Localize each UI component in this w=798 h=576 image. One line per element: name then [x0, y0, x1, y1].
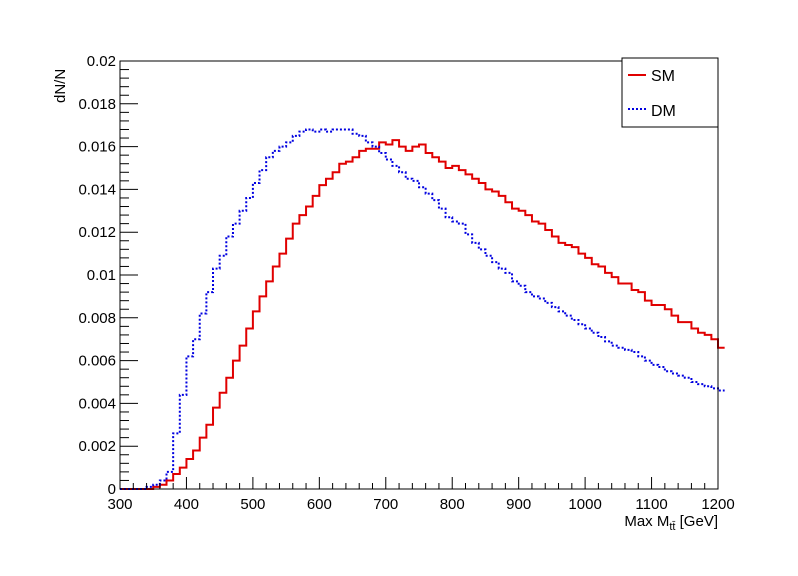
y-tick-label: 0.008 — [78, 310, 116, 327]
y-tick-label: 0.006 — [78, 353, 116, 370]
x-tick-label: 900 — [506, 496, 531, 513]
x-axis-title-suffix: [GeV] — [675, 513, 718, 530]
x-tick-label: 500 — [240, 496, 265, 513]
y-tick-label: 0.01 — [87, 267, 116, 284]
y-tick-label: 0.016 — [78, 139, 116, 156]
y-axis-title: dN/N — [52, 69, 69, 103]
y-tick-label: 0.02 — [87, 53, 116, 70]
y-tick-label: 0.012 — [78, 224, 116, 241]
legend-label-sm: SM — [651, 68, 675, 85]
x-tick-label: 300 — [107, 496, 132, 513]
series-layer — [120, 128, 725, 490]
legend-box — [621, 57, 719, 128]
x-tick-label: 1200 — [701, 496, 734, 513]
series-sm-line — [120, 139, 725, 490]
x-axis-title: Max Mtt̄ [GeV] — [624, 513, 718, 533]
y-tick-label: 0.014 — [78, 181, 116, 198]
series-dm-line — [120, 128, 725, 490]
legend: SM DM — [621, 57, 719, 128]
x-tick-label: 700 — [373, 496, 398, 513]
x-tick-label: 1000 — [568, 496, 601, 513]
ticks-layer — [119, 60, 719, 490]
x-tick-label: 400 — [174, 496, 199, 513]
x-tick-label: 600 — [307, 496, 332, 513]
y-tick-label: 0 — [108, 481, 116, 498]
y-tick-label: 0.018 — [78, 96, 116, 113]
x-axis-title-prefix: Max M — [624, 513, 669, 530]
legend-label-dm: DM — [651, 103, 676, 120]
x-tick-label: 800 — [440, 496, 465, 513]
y-tick-label: 0.002 — [78, 438, 116, 455]
y-tick-label: 0.004 — [78, 395, 116, 412]
x-tick-label: 1100 — [635, 496, 667, 513]
x-axis-title-subscript: tt̄ — [669, 521, 675, 533]
tick-labels-layer: 300 400 500 600 700 800 900 1000 1100 1200 0 0.002 0… — [78, 53, 734, 513]
